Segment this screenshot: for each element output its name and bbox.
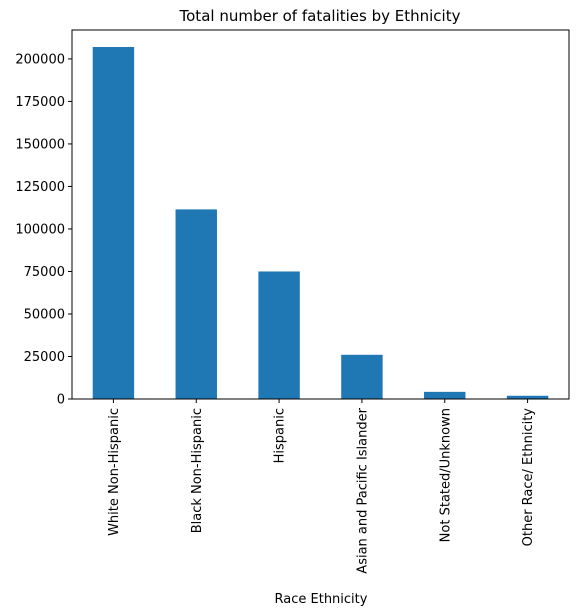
y-tick-label-0: 0 [57, 393, 65, 408]
y-tick-label-7: 175000 [15, 95, 65, 110]
y-tick-label-1: 25000 [24, 350, 65, 365]
bar-0 [92, 47, 135, 399]
chart-title: Total number of fatalities by Ethnicity [179, 7, 461, 25]
y-tick-label-6: 150000 [15, 137, 65, 152]
x-tick-label-1: Black Non-Hispanic [190, 408, 205, 533]
bar-4 [424, 391, 466, 399]
y-tick-label-3: 75000 [24, 265, 65, 280]
x-tick-label-3: Asian and Pacific Islander [355, 407, 370, 573]
y-tick-label-2: 50000 [24, 307, 65, 322]
bar-2 [258, 271, 300, 399]
x-tick-label-0: White Non-Hispanic [107, 408, 122, 536]
bar-5 [506, 395, 549, 399]
x-tick-label-2: Hispanic [273, 408, 288, 463]
x-tick-label-5: Other Race/ Ethnicity [521, 408, 536, 547]
bar-1 [175, 209, 217, 399]
y-tick-label-4: 100000 [15, 222, 65, 237]
axes-frame [71, 29, 570, 400]
bar-3 [341, 354, 383, 399]
plot-area: 0 25000 50000 75000 100000 125000 150000 175000… [15, 29, 570, 574]
y-tick-label-5: 125000 [15, 180, 65, 195]
x-tick-label-4: Not Stated/Unknown [438, 408, 453, 542]
x-axis-label: Race Ethnicity [275, 592, 368, 607]
y-tick-label-8: 200000 [15, 52, 65, 67]
